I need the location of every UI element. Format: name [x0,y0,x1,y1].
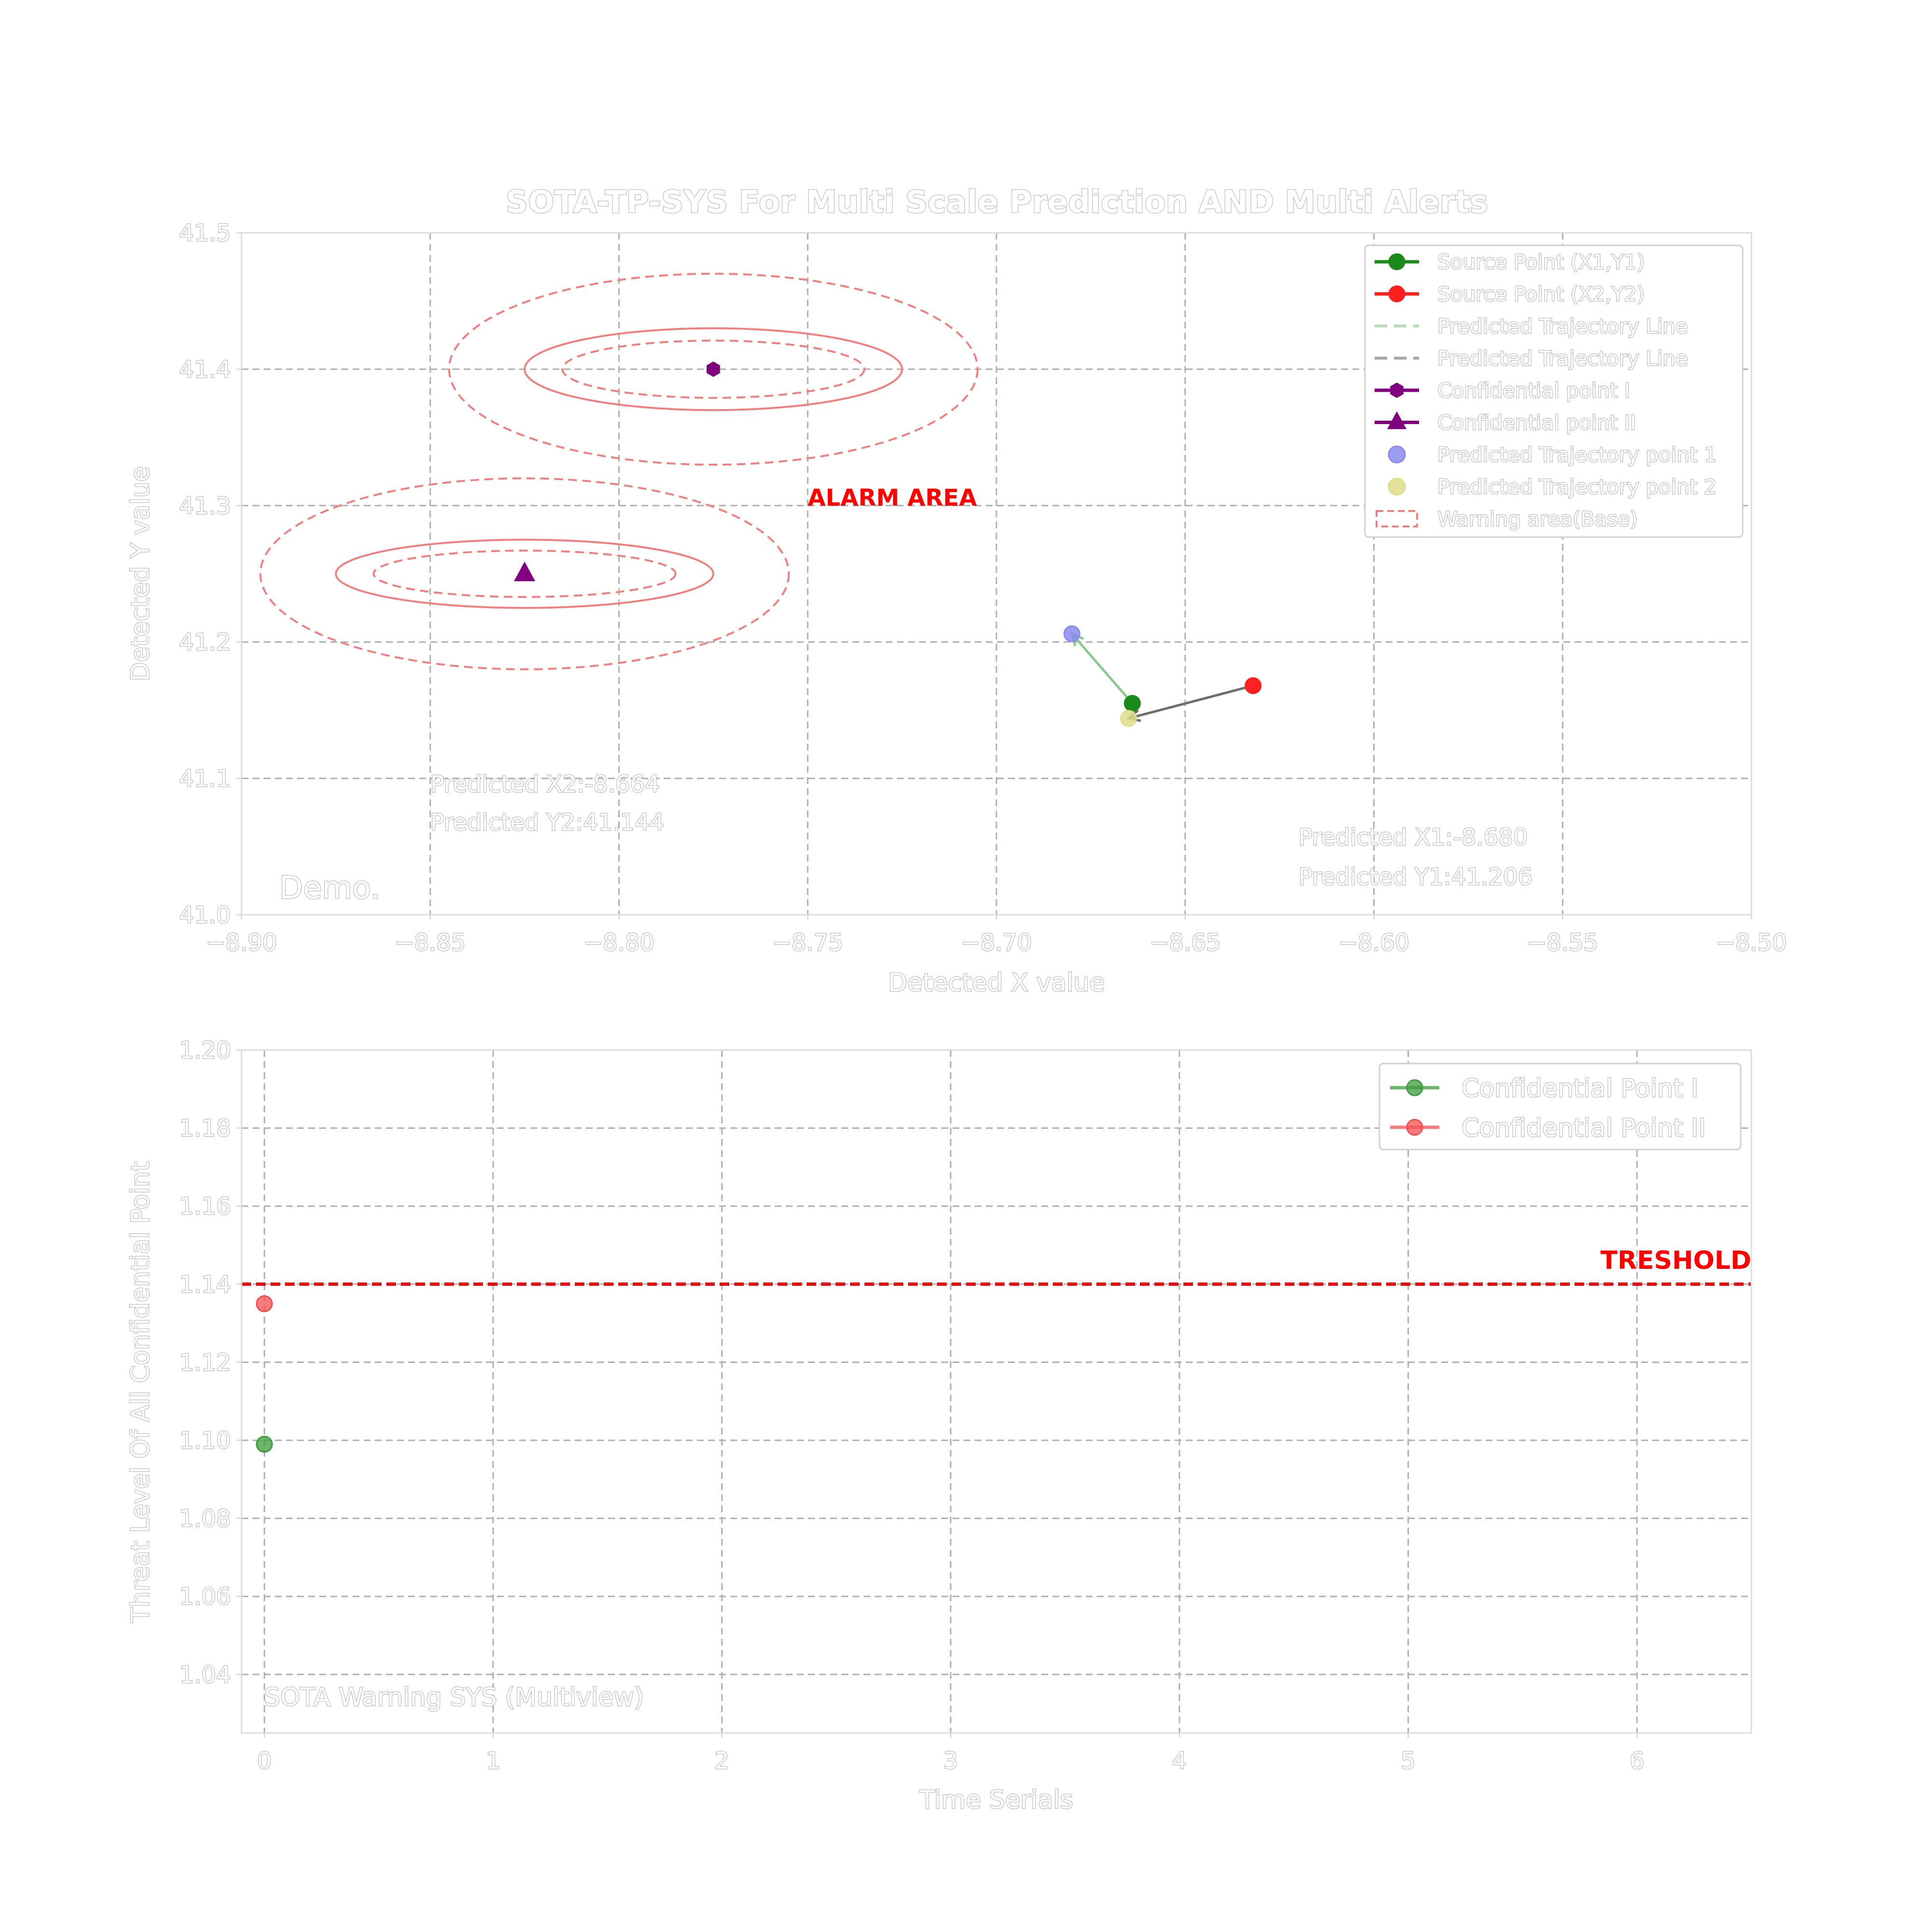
warning-ellipse [372,549,677,598]
warning-ellipse [259,477,790,670]
confidential-point-i-point [256,1435,273,1453]
axes-frame-bottom [241,1049,1752,1734]
legend-label: Warning area(Base) [1437,507,1638,531]
confidential-point-ii-marker [514,561,536,582]
trajectory-plot: SOTA-TP-SYS For Multi Scale Prediction A… [126,184,1788,998]
annotation-text: Predicted Y1:41.206 [1298,864,1533,891]
points-top [514,361,1262,727]
warning-ellipse [448,272,979,466]
y-tick-label: 1.14 [179,1271,231,1298]
legend-handle-marker [1387,411,1406,429]
x-tick-label: 3 [943,1747,958,1775]
warning-areas [259,272,979,670]
legend-handle-marker [1406,1079,1423,1096]
x-tick-label: 0 [257,1747,272,1775]
legend-label: Confidential Point I [1462,1074,1698,1103]
x-tick-label: −8.65 [1150,929,1221,956]
y-tick-label: 41.2 [179,629,231,656]
legend-handle-patch [1376,510,1418,527]
x-tick-label: −8.55 [1527,929,1598,956]
legend-label: Predicted Trajectory Line [1437,314,1688,338]
confidential-point-i-marker [707,361,720,377]
warning-ellipse [335,539,714,609]
x-ticks-bottom: 0 1 2 3 4 5 6 [256,1733,1645,1775]
annotation-text: ALARM AREA [808,484,977,511]
legend-handle-marker [1406,1119,1423,1136]
x-tick-label: 6 [1630,1747,1645,1775]
threat-level-plot: TRESHOLD SOTA Warning SYS (Multiview) 0 1… [126,1037,1752,1815]
legend-handle-marker [1390,383,1404,398]
predicted-trajectory-point-2-marker [1120,710,1137,727]
chart-title: SOTA-TP-SYS For Multi Scale Prediction A… [506,185,1488,220]
y-tick-label: 41.4 [179,356,231,383]
legend-label: Predicted Trajectory Line [1437,347,1688,370]
legend-label: Predicted Trajectory point 1 [1437,443,1717,467]
y-tick-label: 1.08 [179,1506,231,1533]
legend-label: Confidential point II [1437,411,1636,435]
legend-label: Predicted Trajectory point 2 [1437,475,1717,499]
y-axis-label-bottom: Threat Level Of All Confidential Point [126,1162,155,1623]
x-tick-label: −8.85 [395,929,466,956]
legend-handle-marker [1388,445,1406,464]
x-tick-label: 5 [1401,1747,1416,1775]
threshold-label: TRESHOLD [1600,1246,1751,1275]
annotations-top: ALARM AREA Predicted X2:-8.664 Predicted Y… [279,484,1533,907]
annotations-bottom: SOTA Warning SYS (Multiview) [264,1682,644,1713]
x-ticks-top: −8.90 −8.85 −8.80 −8.75 −8.70 −8.65 −8.60 −8.55… [205,915,1788,957]
series-bottom [256,1295,273,1453]
y-tick-label: 1.06 [179,1583,231,1610]
legend-label: Confidential point I [1437,379,1630,402]
annotation-text: Predicted X2:-8.664 [430,771,660,798]
trajectory-line [1128,684,1254,720]
source-point-x2-y2-marker [1244,677,1262,695]
x-tick-label: −8.90 [206,929,277,956]
legend-bottom: Confidential Point I Confidential Point I… [1378,1063,1742,1151]
x-tick-label: −8.60 [1338,929,1409,956]
warning-ellipse [561,340,866,399]
x-axis-label-top: Detected X value [888,968,1105,997]
y-tick-label: 41.5 [179,220,231,247]
y-ticks-top: 41.0 41.1 41.2 41.3 41.4 41.5 [179,219,242,929]
annotation-text: SOTA Warning SYS (Multiview) [264,1683,644,1712]
y-axis-label-top: Detected Y value [126,466,155,681]
x-tick-label: −8.70 [961,929,1032,956]
legend-label: Source Point (X1,Y1) [1437,250,1645,274]
x-tick-label: −8.80 [583,929,654,956]
source-point-x1-y1-marker [1123,695,1141,712]
x-tick-label: −8.50 [1716,929,1787,956]
annotation-text: Predicted Y2:41.144 [430,809,665,836]
y-tick-label: 1.16 [179,1193,231,1220]
y-ticks-bottom: 1.04 1.06 1.08 1.10 1.12 1.14 1.16 1.18 1.20 [179,1037,242,1689]
plot-area-bottom [242,1050,1751,1733]
legend-label: Source Point (X2,Y2) [1437,283,1645,306]
legend-box [1378,1063,1742,1151]
x-tick-label: −8.75 [772,929,843,956]
threshold: TRESHOLD [242,1246,1751,1286]
y-tick-label: 41.3 [179,493,231,520]
annotation-text: Predicted X1:-8.680 [1298,824,1528,851]
confidential-point-ii-point [256,1295,273,1312]
x-tick-label: 2 [714,1747,729,1775]
y-tick-label: 1.18 [179,1115,231,1142]
legend-top: Source Point (X1,Y1) Source Point (X2,Y2)… [1364,244,1744,538]
annotation-text: Demo. [279,870,380,906]
y-tick-label: 1.20 [179,1037,231,1064]
legend-handle-marker [1388,478,1406,496]
y-tick-label: 1.04 [179,1662,231,1689]
predicted-trajectory-point-1-marker [1063,625,1080,642]
y-tick-label: 41.1 [179,766,231,793]
warning-ellipse [524,327,903,412]
y-tick-label: 1.12 [179,1349,231,1376]
x-axis-label-bottom: Time Serials [919,1786,1073,1815]
legend-label: Confidential Point II [1462,1114,1706,1143]
legend-box [1364,244,1744,538]
x-tick-label: 1 [486,1747,501,1775]
legend-handle-marker [1388,285,1406,302]
y-tick-label: 41.0 [179,902,231,929]
y-tick-label: 1.10 [179,1427,231,1454]
legend-handle-marker [1388,253,1406,270]
x-tick-label: 4 [1172,1747,1187,1775]
trajectory-line [1071,633,1134,704]
